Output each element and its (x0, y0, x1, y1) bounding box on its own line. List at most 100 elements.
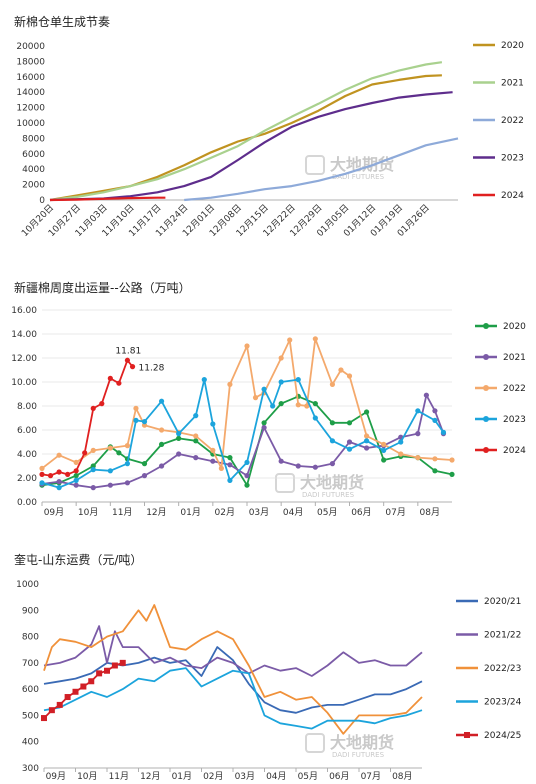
y-tick-label: 4.00 (17, 450, 37, 460)
data-point (278, 379, 284, 385)
data-point (346, 446, 353, 452)
series-2021 (39, 392, 447, 491)
legend-item: 2023 (473, 154, 524, 164)
data-point (278, 401, 284, 407)
data-point (415, 408, 421, 414)
legend-item: 2021 (475, 353, 526, 363)
y-tick-label: 600 (22, 685, 39, 695)
series-line (49, 74, 442, 202)
data-point (133, 417, 139, 423)
data-point (47, 473, 54, 479)
legend-marker (483, 416, 489, 422)
data-point (304, 403, 310, 409)
data-point (90, 463, 96, 469)
data-point (116, 380, 122, 386)
data-point (73, 477, 79, 483)
y-tick-label: 400 (22, 738, 39, 748)
data-point (329, 461, 336, 467)
data-point (129, 364, 136, 370)
series-2024 (49, 196, 166, 202)
legend-item: 2022/23 (456, 664, 521, 674)
data-point (158, 427, 165, 433)
legend-label: 2023/24 (484, 698, 522, 708)
data-point (244, 343, 250, 349)
watermark-subtext: DADI FUTURES (332, 173, 385, 181)
series-line (43, 662, 124, 719)
y-tick-label: 1000 (16, 580, 39, 590)
legend-marker (483, 354, 489, 360)
data-point (449, 457, 455, 463)
data-point (82, 450, 88, 456)
data-point (56, 452, 62, 458)
series-2024 (39, 357, 136, 479)
legend-item: 2023/24 (456, 698, 522, 708)
data-point (295, 463, 301, 469)
data-point (141, 419, 148, 425)
legend-marker (464, 732, 470, 738)
y-tick-label: 500 (22, 711, 39, 721)
y-tick-label: 2.00 (17, 474, 37, 484)
legend-item: 2023 (475, 415, 526, 425)
legend-label: 2023 (503, 415, 526, 425)
x-tick-label: 10月 (77, 771, 97, 782)
watermark-subtext: DADI FUTURES (332, 751, 385, 759)
data-point (210, 458, 216, 464)
data-point (124, 443, 131, 449)
x-tick-label: 06月 (351, 507, 371, 518)
data-point (90, 447, 96, 453)
data-point (329, 438, 336, 444)
x-tick-label: 07月 (361, 771, 381, 782)
x-tick-label: 06月 (329, 771, 349, 782)
legend-label: 2021/22 (484, 631, 521, 641)
data-point (227, 462, 233, 468)
legend-item: 2022 (473, 116, 524, 126)
data-point (244, 459, 250, 465)
data-point (73, 473, 79, 479)
data-point (39, 465, 45, 471)
x-tick-label: 12月 (146, 507, 166, 518)
series-line (43, 667, 423, 730)
chart-title: 奎屯-山东运费（元/吨） (14, 552, 142, 567)
series-line (49, 91, 453, 202)
y-tick-label: 2000 (22, 181, 45, 191)
series-line (41, 394, 445, 489)
x-tick-label: 11月 (112, 507, 132, 518)
data-point (176, 451, 182, 457)
y-tick-label: 300 (22, 764, 39, 774)
data-point (158, 463, 165, 469)
legend-item: 2024 (475, 446, 526, 456)
data-point (346, 439, 353, 445)
data-point (107, 445, 113, 451)
series-2024-25 (41, 659, 126, 722)
data-point (415, 455, 421, 461)
legend-item: 2024/25 (456, 731, 521, 741)
legend-label: 2024 (503, 446, 526, 456)
data-point (244, 482, 250, 488)
data-point (124, 480, 131, 486)
legend-item: 2020 (475, 322, 526, 332)
x-tick-label: 05月 (298, 771, 318, 782)
data-point (73, 468, 79, 474)
legend-label: 2024/25 (484, 731, 521, 741)
watermark-text: 大地期货 (330, 733, 394, 752)
watermark-icon (275, 473, 295, 493)
legend-label: 2024 (501, 191, 524, 201)
series-2021-22 (43, 625, 423, 677)
data-point (346, 420, 353, 426)
data-point (398, 439, 404, 445)
data-point (210, 421, 216, 427)
legend-marker (483, 323, 489, 329)
x-tick-label: 04月 (283, 507, 303, 518)
data-point (107, 482, 113, 488)
data-point (381, 441, 387, 447)
data-point (39, 471, 45, 477)
data-point (119, 659, 126, 666)
data-point (227, 381, 233, 387)
data-point (346, 373, 353, 379)
data-point (312, 401, 318, 407)
data-point (278, 458, 284, 464)
y-tick-label: 800 (22, 633, 39, 643)
data-point (270, 403, 276, 409)
data-point (363, 409, 370, 415)
